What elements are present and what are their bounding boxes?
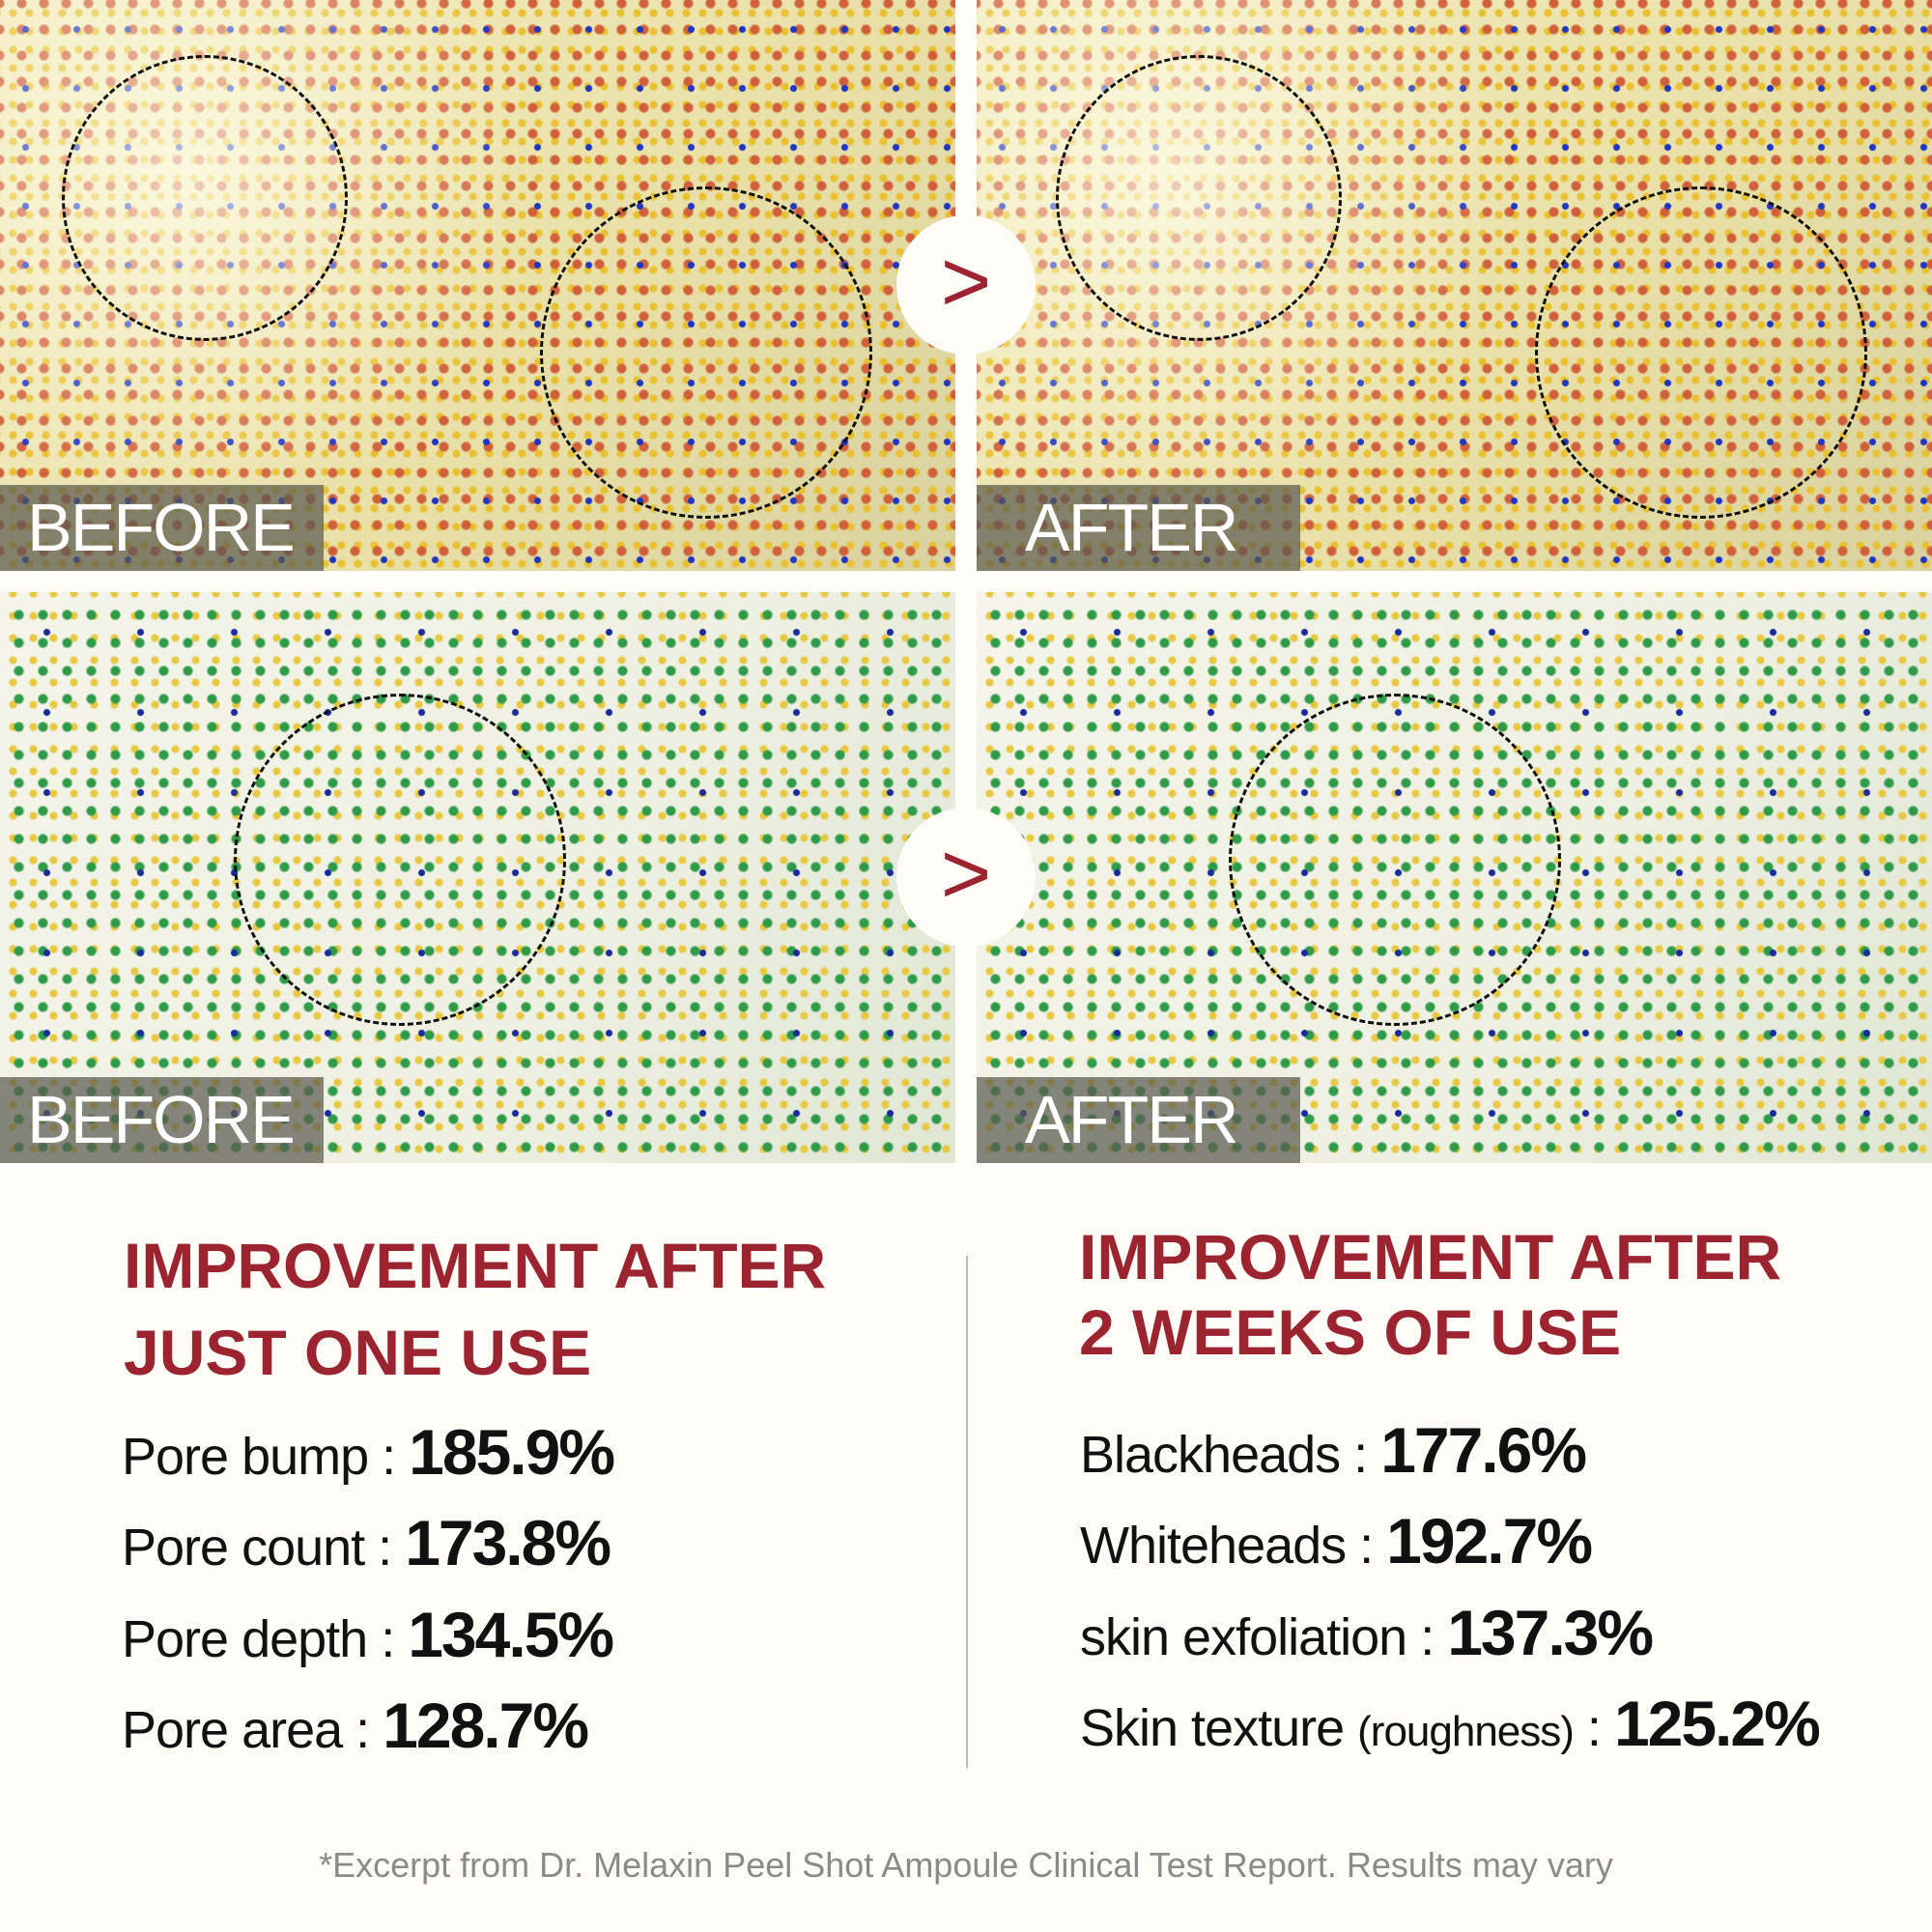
stat-exfoliation: skin exfoliation : 137.3% bbox=[1080, 1597, 1654, 1668]
chevron-right-icon: > bbox=[896, 215, 1036, 355]
before-label: BEFORE bbox=[0, 1077, 324, 1163]
after-label: AFTER bbox=[977, 485, 1300, 571]
highlight-circle bbox=[1535, 186, 1867, 519]
highlight-circle bbox=[1056, 55, 1342, 341]
heading-line: IMPROVEMENT AFTER bbox=[124, 1230, 827, 1301]
before-photo-top: BEFORE bbox=[0, 0, 955, 571]
highlight-circle bbox=[62, 55, 348, 341]
before-label: BEFORE bbox=[0, 485, 324, 571]
stat-pore-bump: Pore bump : 185.9% bbox=[122, 1416, 615, 1488]
heading-line: 2 WEEKS OF USE bbox=[1079, 1296, 1622, 1368]
before-photo-bottom: BEFORE bbox=[0, 592, 955, 1163]
chevron-right-icon: > bbox=[896, 808, 1036, 947]
heading-line: JUST ONE USE bbox=[124, 1317, 592, 1388]
divider bbox=[966, 1256, 968, 1768]
footnote: *Excerpt from Dr. Melaxin Peel Shot Ampo… bbox=[319, 1845, 1613, 1885]
after-photo-top: AFTER bbox=[977, 0, 1932, 571]
stat-blackheads: Blackheads : 177.6% bbox=[1080, 1414, 1587, 1486]
after-photo-bottom: AFTER bbox=[977, 592, 1932, 1163]
stat-whiteheads: Whiteheads : 192.7% bbox=[1080, 1505, 1593, 1577]
heading-line: IMPROVEMENT AFTER bbox=[1079, 1221, 1782, 1293]
after-label: AFTER bbox=[977, 1077, 1300, 1163]
stat-skin-texture: Skin texture (roughness) : 125.2% bbox=[1080, 1688, 1821, 1759]
highlight-circle bbox=[1229, 694, 1561, 1026]
stat-pore-area: Pore area : 128.7% bbox=[122, 1690, 589, 1761]
highlight-circle bbox=[234, 694, 566, 1026]
stat-pore-count: Pore count : 173.8% bbox=[122, 1507, 611, 1578]
stat-pore-depth: Pore depth : 134.5% bbox=[122, 1599, 614, 1670]
right-heading: IMPROVEMENT AFTER 2 WEEKS OF USE bbox=[1079, 1219, 1781, 1370]
left-heading: IMPROVEMENT AFTER JUST ONE USE bbox=[124, 1222, 826, 1396]
highlight-circle bbox=[540, 186, 872, 519]
